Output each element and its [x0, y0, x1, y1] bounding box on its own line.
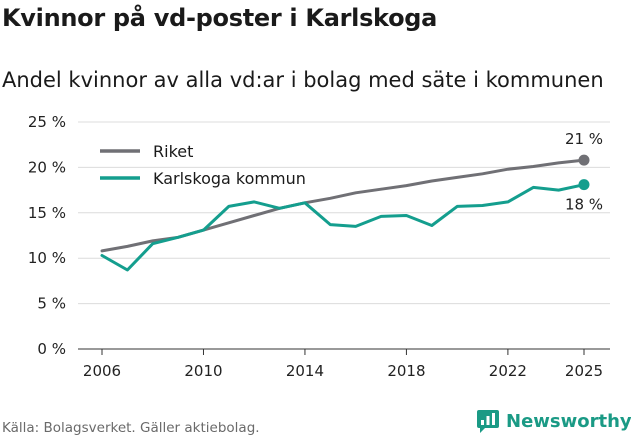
- chart-title: Kvinnor på vd-poster i Karlskoga: [2, 4, 438, 32]
- chart-subtitle: Andel kvinnor av alla vd:ar i bolag med …: [2, 68, 604, 92]
- data-label: 21 %: [565, 130, 603, 148]
- end-point: [578, 179, 590, 191]
- y-tick-label: 0 %: [37, 340, 66, 358]
- end-point: [578, 154, 590, 166]
- line-chart: 0 % 5 % 10 % 15 % 20 % 25 % 2006 2010 2014 2018 20…: [28, 113, 610, 380]
- y-tick-label: 15 %: [28, 204, 66, 222]
- legend-label: Karlskoga kommun: [153, 169, 306, 188]
- x-tick-label: 2025: [565, 362, 603, 380]
- series-line-karlskoga-kommun: [100, 183, 586, 272]
- x-tick-label: 2022: [489, 362, 527, 380]
- y-tick-label: 20 %: [28, 158, 66, 176]
- data-label: 18 %: [565, 196, 603, 214]
- x-tick-label: 2010: [184, 362, 222, 380]
- x-tick-label: 2006: [83, 362, 121, 380]
- legend-label: Riket: [153, 142, 193, 161]
- brand-name: Newsworthy: [506, 410, 631, 432]
- y-tick-label: 5 %: [37, 295, 66, 313]
- y-tick-label: 10 %: [28, 249, 66, 267]
- x-tick-label: 2014: [286, 362, 324, 380]
- x-tick-label: 2018: [387, 362, 425, 380]
- bar-chart-icon: [477, 410, 499, 433]
- y-tick-label: 25 %: [28, 113, 66, 131]
- source-note: Källa: Bolagsverket. Gäller aktiebolag.: [2, 420, 260, 436]
- newsworthy-logo: Newsworthy: [476, 408, 631, 434]
